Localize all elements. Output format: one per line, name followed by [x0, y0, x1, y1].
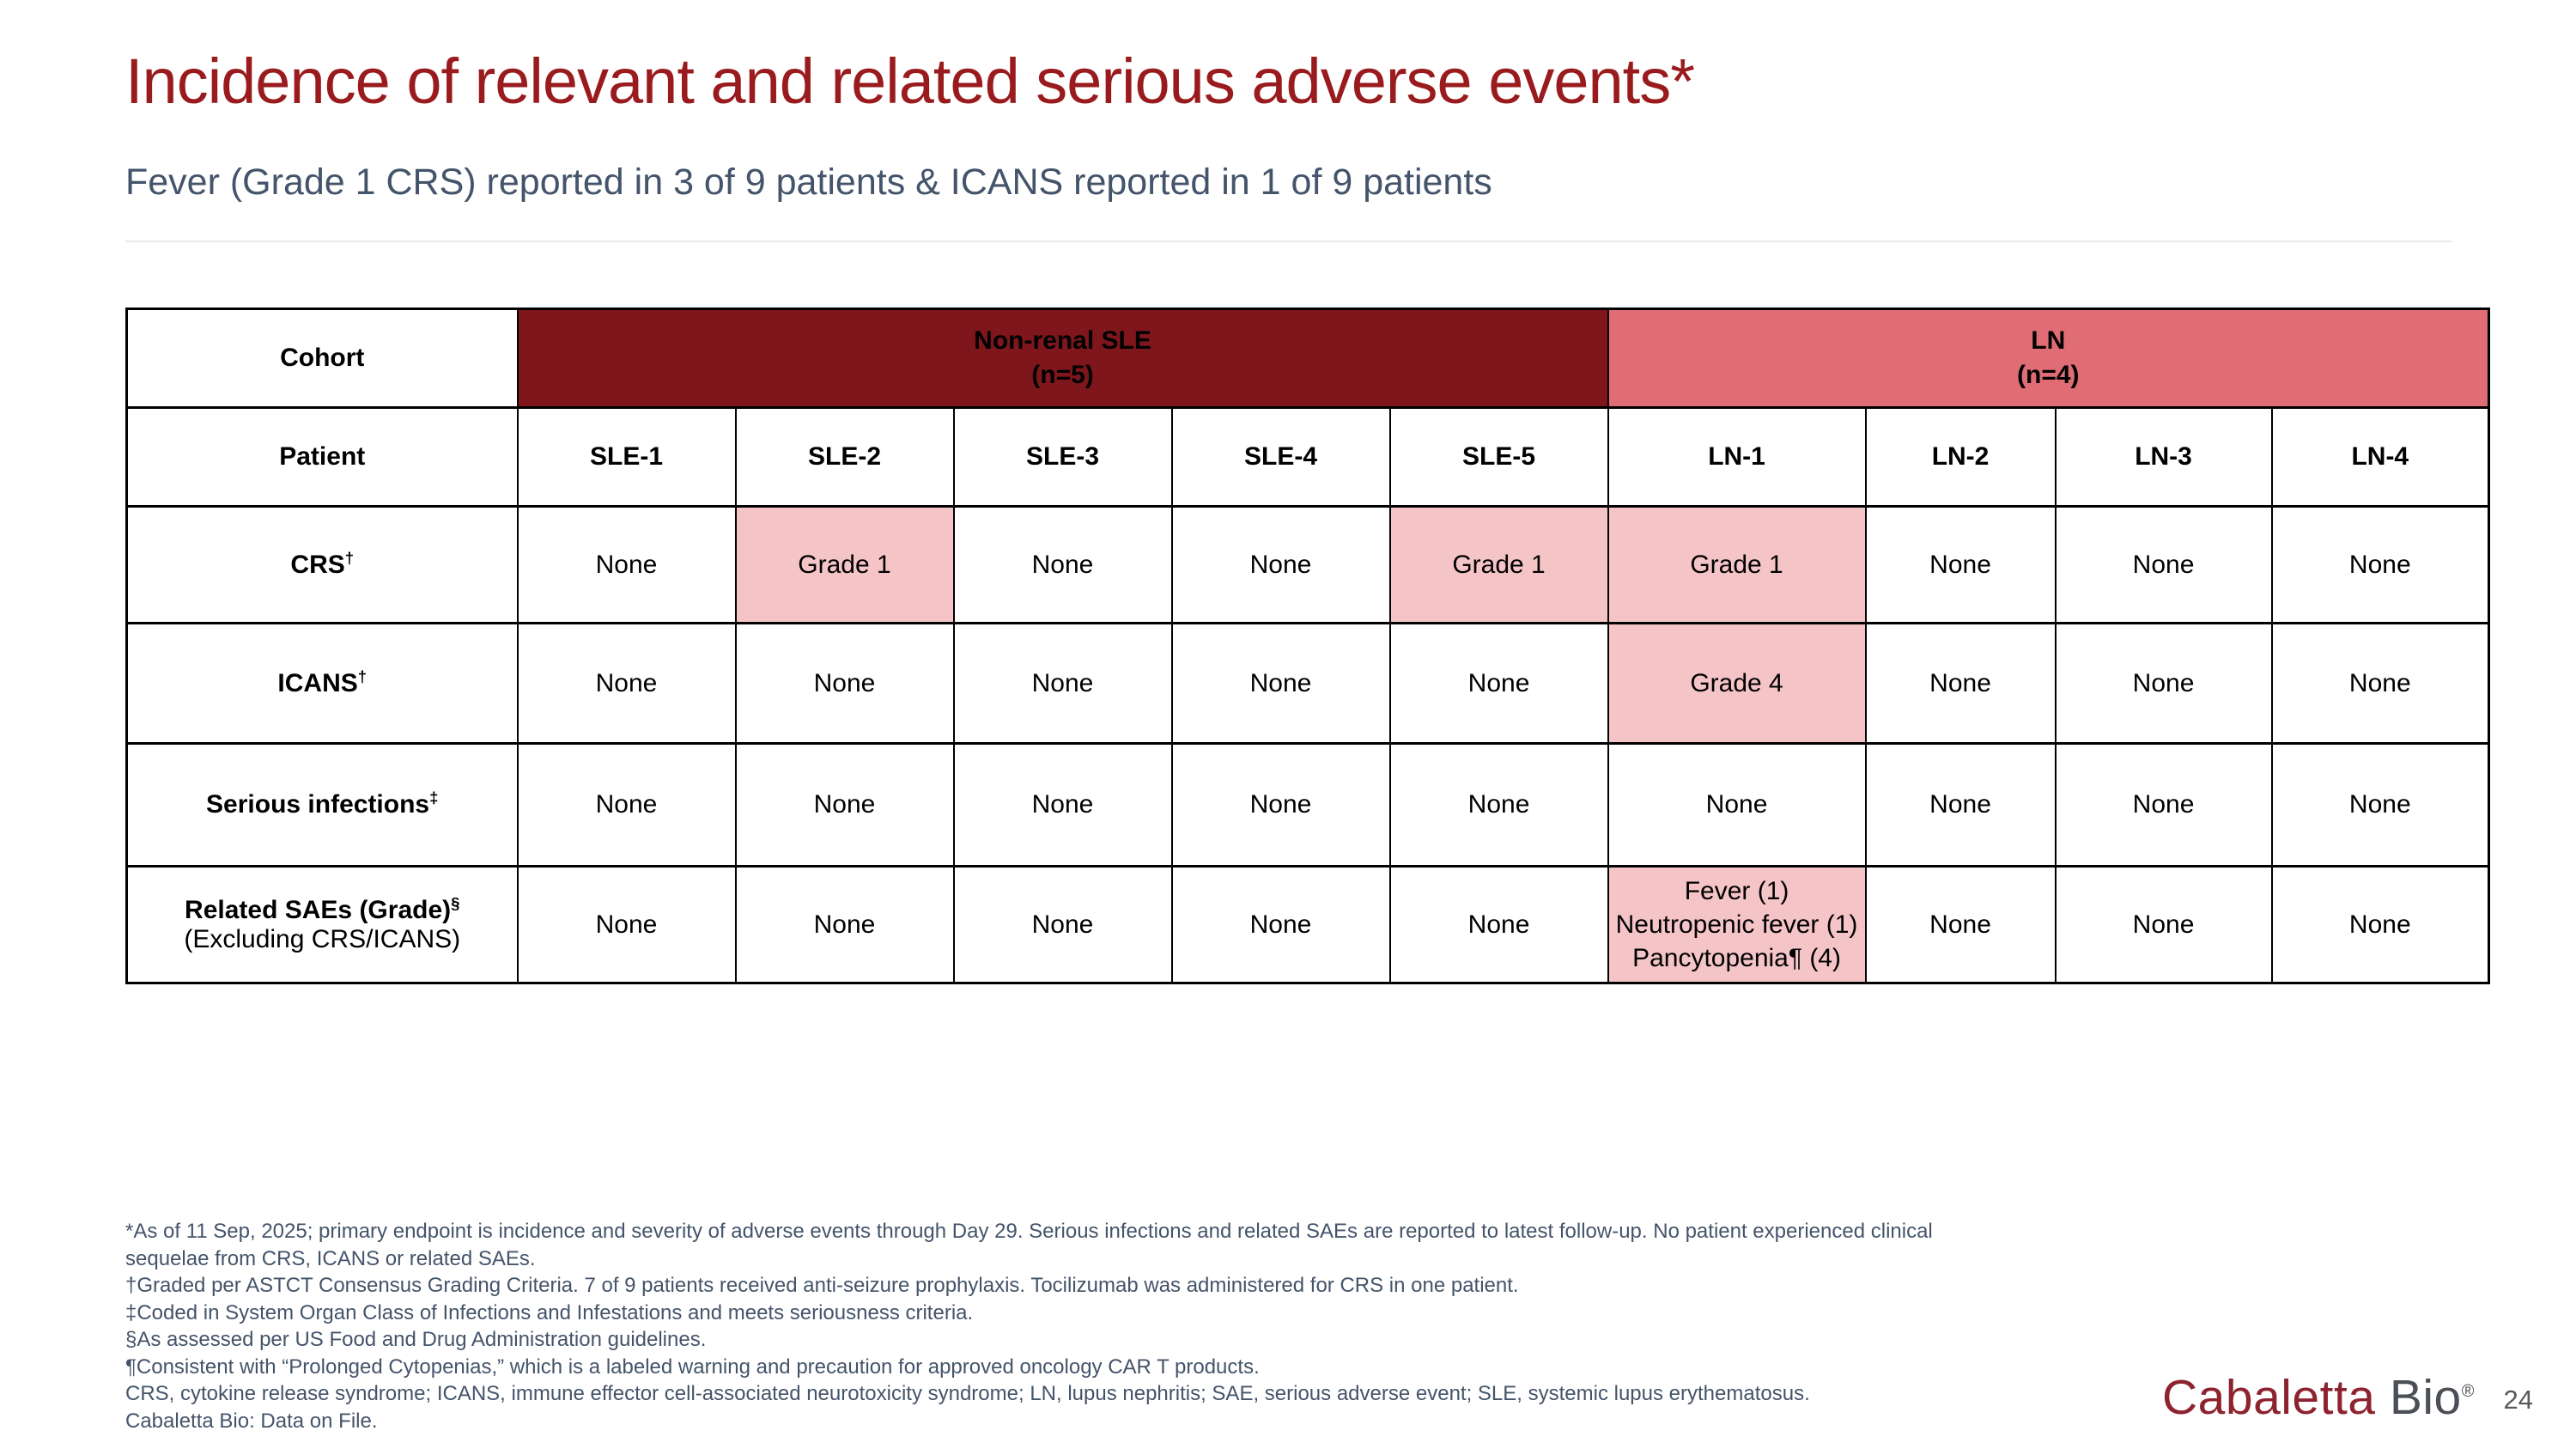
footnote-line: sequelae from CRS, ICANS or related SAEs… — [125, 1246, 536, 1270]
data-cell: Grade 1 — [734, 505, 955, 624]
patient-header-cell: LN-2 — [1864, 406, 2057, 508]
footnote-line: Cabaletta Bio: Data on File. — [125, 1409, 378, 1433]
patient-header-cell: LN-3 — [2054, 406, 2273, 508]
patient-header-cell: LN-1 — [1607, 406, 1867, 508]
footnote-line: §As assessed per US Food and Drug Admini… — [125, 1328, 707, 1351]
data-cell: Fever (1) Neutropenic fever (1) Pancytop… — [1607, 865, 1867, 984]
data-cell: None — [2270, 622, 2490, 745]
data-cell: Grade 1 — [1607, 505, 1867, 624]
data-cell: None — [1170, 505, 1391, 624]
data-cell: None — [2054, 622, 2273, 745]
row-label-text: Related SAEs (Grade) — [185, 895, 452, 924]
group-header-sle-label: Non-renal SLE — [974, 326, 1151, 355]
data-cell: None — [2054, 865, 2273, 984]
row-label-text: CRS — [290, 550, 345, 579]
row-label-icans: ICANS† — [125, 622, 519, 745]
footnote-line: ¶Consistent with “Prolonged Cytopenias,”… — [125, 1355, 1260, 1379]
footnote-marker: † — [344, 548, 355, 567]
row-label-text: ICANS — [277, 668, 358, 697]
data-cell: None — [1864, 865, 2057, 984]
data-cell: None — [1388, 622, 1609, 745]
slide-title: Incidence of relevant and related seriou… — [125, 46, 1695, 117]
data-cell: None — [734, 622, 955, 745]
data-cell: None — [2270, 865, 2490, 984]
row-label-related-saes: Related SAEs (Grade)§ (Excluding CRS/ICA… — [125, 865, 519, 984]
data-cell: None — [952, 742, 1173, 868]
group-header-ln: LN (n=4) — [1607, 307, 2490, 409]
footnote-marker: § — [451, 893, 460, 912]
group-header-sle: Non-renal SLE (n=5) — [516, 307, 1609, 409]
data-cell: Grade 1 — [1388, 505, 1609, 624]
data-cell: None — [1388, 742, 1609, 868]
data-cell: None — [734, 865, 955, 984]
adverse-events-table-wrap: Cohort Non-renal SLE (n=5) LN (n=4) Pati… — [125, 307, 2491, 984]
cohort-header-cell: Cohort — [125, 307, 519, 409]
row-label-serious-infections: Serious infections‡ — [125, 742, 519, 868]
table-row-serious-infections: Serious infections‡ None None None None … — [125, 742, 2490, 868]
data-cell: None — [516, 865, 737, 984]
data-cell: None — [952, 622, 1173, 745]
data-cell: Grade 4 — [1607, 622, 1867, 745]
patient-header-cell: SLE-3 — [952, 406, 1173, 508]
data-cell: None — [2270, 505, 2490, 624]
cabaletta-bio-logo: Cabaletta Bio® — [2162, 1369, 2475, 1426]
row-label-line1: Related SAEs (Grade)§ — [129, 893, 516, 925]
footnote-line: *As of 11 Sep, 2025; primary endpoint is… — [125, 1220, 1933, 1243]
divider-rule — [125, 240, 2452, 242]
data-cell: None — [1170, 622, 1391, 745]
footnote-marker: ‡ — [429, 788, 439, 807]
registered-mark: ® — [2461, 1382, 2475, 1401]
data-cell: None — [2270, 742, 2490, 868]
row-label-crs: CRS† — [125, 505, 519, 624]
footnote-line: CRS, cytokine release syndrome; ICANS, i… — [125, 1382, 1810, 1405]
patient-header-cell: LN-4 — [2270, 406, 2490, 508]
data-cell: None — [1170, 865, 1391, 984]
logo-suffix-text: Bio — [2375, 1370, 2462, 1425]
patient-header-cell: SLE-2 — [734, 406, 955, 508]
table-row-patient: Patient SLE-1 SLE-2 SLE-3 SLE-4 SLE-5 LN… — [125, 406, 2490, 508]
footnote-line: ‡Coded in System Organ Class of Infectio… — [125, 1300, 974, 1324]
footnotes: *As of 11 Sep, 2025; primary endpoint is… — [125, 1218, 1933, 1434]
group-header-sle-n: (n=5) — [1031, 361, 1094, 389]
data-cell: None — [952, 505, 1173, 624]
footnote-line: †Graded per ASTCT Consensus Grading Crit… — [125, 1274, 1519, 1297]
page-number: 24 — [2503, 1385, 2533, 1415]
data-cell: None — [1388, 865, 1609, 984]
data-cell: None — [1864, 505, 2057, 624]
data-cell: None — [516, 622, 737, 745]
table-row-related-saes: Related SAEs (Grade)§ (Excluding CRS/ICA… — [125, 865, 2490, 984]
data-cell: None — [2054, 742, 2273, 868]
group-header-ln-n: (n=4) — [2017, 361, 2080, 389]
patient-header-cell: SLE-5 — [1388, 406, 1609, 508]
logo-brand-text: Cabaletta — [2162, 1370, 2376, 1425]
data-cell: None — [1170, 742, 1391, 868]
data-cell: None — [516, 505, 737, 624]
adverse-events-table: Cohort Non-renal SLE (n=5) LN (n=4) Pati… — [125, 307, 2491, 984]
data-cell: None — [2054, 505, 2273, 624]
data-cell: None — [516, 742, 737, 868]
table-row-icans: ICANS† None None None None None Grade 4 … — [125, 622, 2490, 745]
table-row-cohort-header: Cohort Non-renal SLE (n=5) LN (n=4) — [125, 307, 2490, 409]
slide-subtitle: Fever (Grade 1 CRS) reported in 3 of 9 p… — [125, 161, 1492, 203]
row-label-line2: (Excluding CRS/ICANS) — [184, 924, 461, 953]
data-cell: None — [1864, 622, 2057, 745]
row-label-text: Serious infections — [206, 790, 430, 819]
patient-row-label: Patient — [125, 406, 519, 508]
table-row-crs: CRS† None Grade 1 None None Grade 1 Grad… — [125, 505, 2490, 624]
patient-header-cell: SLE-4 — [1170, 406, 1391, 508]
data-cell: None — [952, 865, 1173, 984]
data-cell: None — [734, 742, 955, 868]
group-header-ln-label: LN — [2031, 326, 2066, 355]
patient-header-cell: SLE-1 — [516, 406, 737, 508]
data-cell: None — [1864, 742, 2057, 868]
footnote-marker: † — [357, 667, 368, 685]
data-cell: None — [1607, 742, 1867, 868]
